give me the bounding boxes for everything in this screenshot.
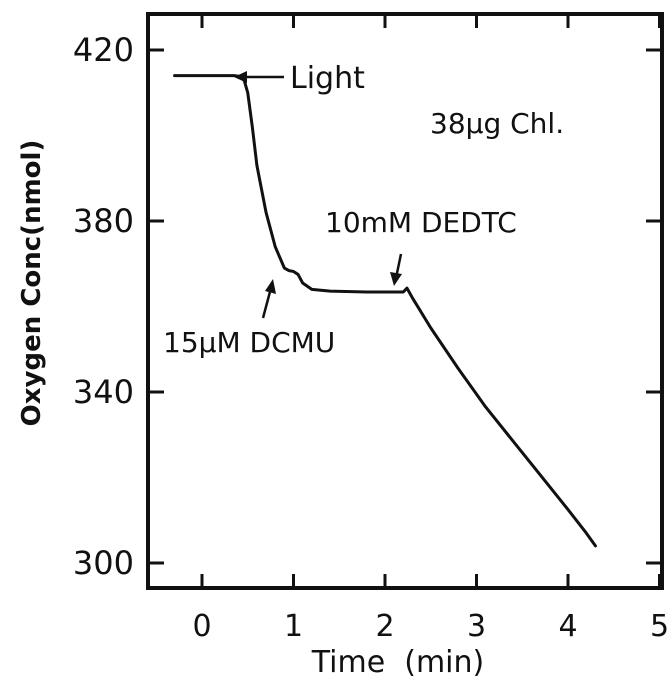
axes	[146, 12, 664, 590]
y-tick-label: 380	[73, 202, 134, 240]
annotations: Light 38µg Chl. 10mM DEDTC 15µM DCMU	[163, 61, 564, 359]
y-tick-label: 340	[73, 373, 134, 411]
y-tick-label: 300	[73, 544, 134, 582]
annotation-chlorophyll: 38µg Chl.	[430, 107, 564, 140]
x-tick-label: 5	[650, 609, 669, 644]
x-tick-label: 2	[375, 609, 394, 644]
x-tick-label: 1	[284, 609, 303, 644]
annotation-light: Light	[290, 61, 365, 96]
plot-frame	[146, 12, 664, 590]
y-tick-label: 420	[73, 31, 134, 69]
oxygen-trace-line	[173, 74, 597, 548]
ticks: 0 1 2 3 4 5 300 340 380 420	[73, 14, 669, 644]
series	[173, 74, 597, 548]
x-axis-label: Time (min)	[311, 645, 484, 680]
dedtc-arrowhead	[390, 272, 402, 286]
dcmu-arrow	[261, 287, 273, 319]
dcmu-arrowhead	[265, 279, 276, 294]
light-arrowhead	[234, 71, 247, 83]
y-axis-label: Oxygen Conc(nmol)	[17, 140, 47, 427]
annotation-dedtc: 10mM DEDTC	[325, 206, 517, 239]
x-tick-label: 0	[192, 609, 211, 644]
x-tick-label: 3	[467, 609, 486, 644]
annotation-dcmu: 15µM DCMU	[163, 326, 335, 359]
x-tick-label: 4	[558, 609, 577, 644]
